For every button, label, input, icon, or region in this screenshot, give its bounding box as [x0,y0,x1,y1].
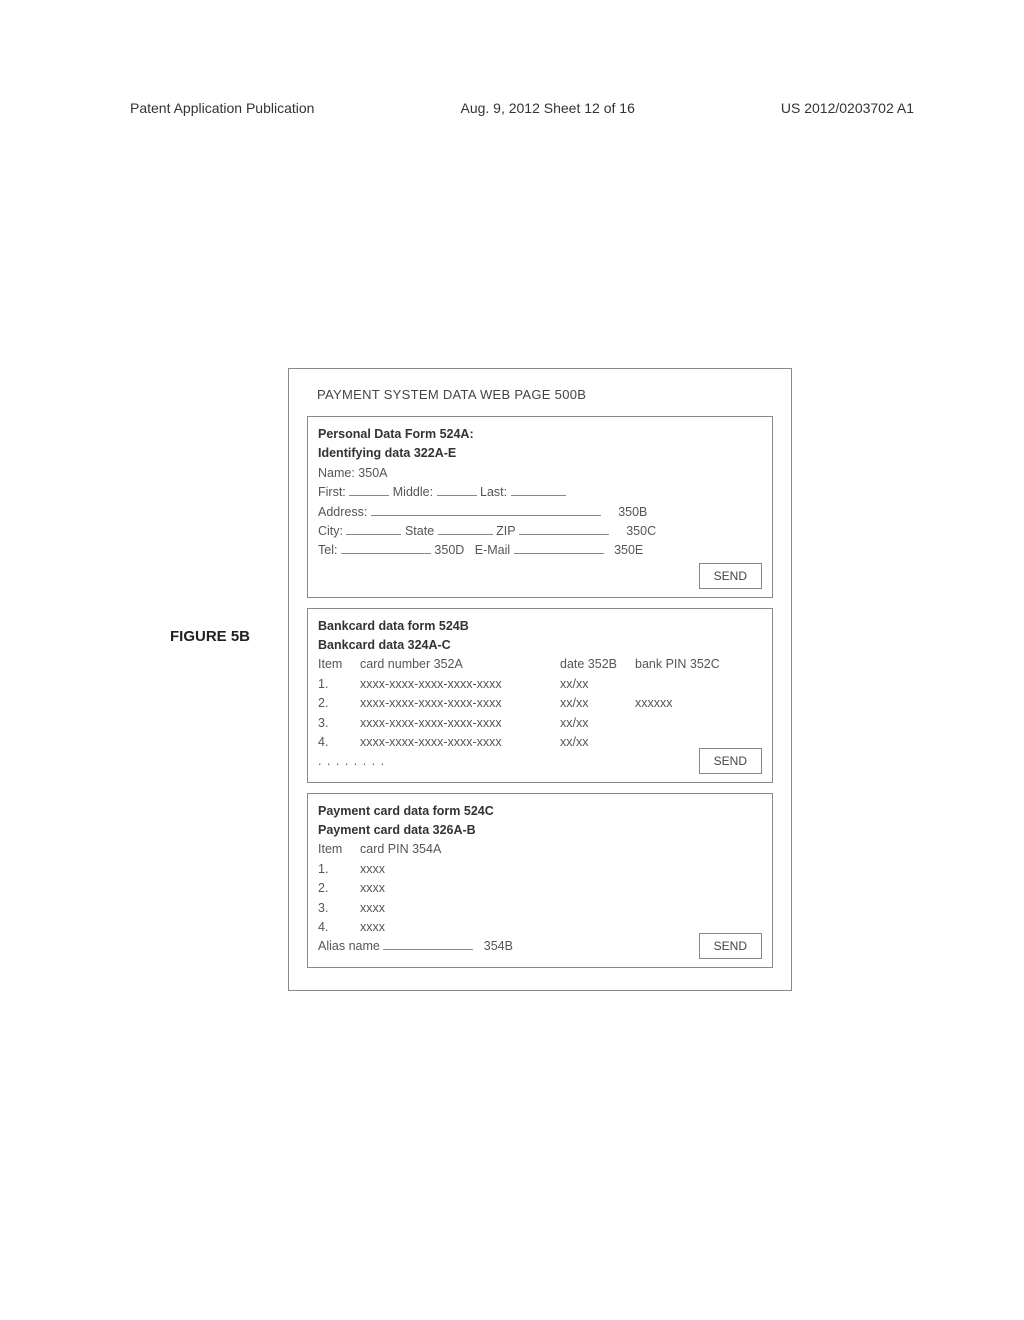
send-button-a[interactable]: SEND [699,563,762,589]
zip-input[interactable] [519,534,609,535]
row-card: xxxx-xxxx-xxxx-xxxx-xxxx [360,694,560,713]
row-date: xx/xx [560,714,635,733]
hdr-pin-c: card PIN 354A [360,842,441,856]
row-n: 4. [318,918,360,937]
first-input[interactable] [349,495,389,496]
alias-ref: 354B [484,939,513,953]
tel-email-row: Tel: 350D E-Mail 350E [318,541,762,560]
middle-label: Middle: [393,485,433,499]
email-label: E-Mail [475,543,510,557]
header-center: Aug. 9, 2012 Sheet 12 of 16 [460,100,634,116]
row-n: 1. [318,675,360,694]
hdr-item-c: Item [318,840,360,859]
middle-input[interactable] [437,495,477,496]
paycard-row: 1.xxxx [318,860,762,879]
city-state-zip-row: City: State ZIP 350C [318,522,762,541]
row-n: 3. [318,714,360,733]
bankcard-row: 2.xxxx-xxxx-xxxx-xxxx-xxxxxx/xxxxxxxx [318,694,762,713]
first-label: First: [318,485,346,499]
form-a-subtitle: Identifying data 322A-E [318,444,762,463]
form-c-title: Payment card data form 524C [318,802,762,821]
row-pin: xxxx [360,899,432,918]
row-pin: xxxx [360,918,432,937]
row-n: 4. [318,733,360,752]
last-input[interactable] [511,495,566,496]
form-c-header-row: Itemcard PIN 354A [318,840,762,859]
row-pin: xxxx [360,879,432,898]
bankcard-row: 3.xxxx-xxxx-xxxx-xxxx-xxxxxx/xx [318,714,762,733]
address-input[interactable] [371,515,601,516]
paycard-row: 3.xxxx [318,899,762,918]
row-pin: xxxx [360,860,432,879]
send-button-c[interactable]: SEND [699,933,762,959]
row-date: xx/xx [560,675,635,694]
bankcard-row: 1.xxxx-xxxx-xxxx-xxxx-xxxxxx/xx [318,675,762,694]
hdr-cardnum: card number 352A [360,655,560,674]
webpage-box: PAYMENT SYSTEM DATA WEB PAGE 500B Person… [288,368,792,991]
name-line: Name: 350A [318,464,762,483]
hdr-date: date 352B [560,655,635,674]
paycard-row: 4.xxxx [318,918,762,937]
form-c-subtitle: Payment card data 326A-B [318,821,762,840]
hdr-pin: bank PIN 352C [635,655,720,674]
row-n: 2. [318,879,360,898]
csz-ref: 350C [626,524,656,538]
row-card: xxxx-xxxx-xxxx-xxxx-xxxx [360,675,560,694]
personal-data-form: Personal Data Form 524A: Identifying dat… [307,416,773,598]
row-card: xxxx-xxxx-xxxx-xxxx-xxxx [360,714,560,733]
form-b-header-row: Itemcard number 352Adate 352Bbank PIN 35… [318,655,762,674]
name-fields-row: First: Middle: Last: [318,483,762,502]
header-left: Patent Application Publication [130,100,314,116]
send-button-b[interactable]: SEND [699,748,762,774]
page-title: PAYMENT SYSTEM DATA WEB PAGE 500B [317,387,781,402]
form-b-title: Bankcard data form 524B [318,617,762,636]
bankcard-row: 4.xxxx-xxxx-xxxx-xxxx-xxxxxx/xx [318,733,762,752]
form-a-title: Personal Data Form 524A: [318,425,762,444]
address-row: Address: 350B [318,503,762,522]
patent-page: Patent Application Publication Aug. 9, 2… [0,0,1024,1320]
page-header: Patent Application Publication Aug. 9, 2… [0,100,1024,116]
hdr-item: Item [318,655,360,674]
row-n: 2. [318,694,360,713]
row-date: xx/xx [560,733,635,752]
figure-label: FIGURE 5B [170,628,250,645]
row-n: 1. [318,860,360,879]
tel-label: Tel: [318,543,337,557]
continuation-dots: . . . . . . . . [318,752,762,771]
alias-label: Alias name [318,939,380,953]
row-card: xxxx-xxxx-xxxx-xxxx-xxxx [360,733,560,752]
header-right: US 2012/0203702 A1 [781,100,914,116]
city-input[interactable] [346,534,401,535]
city-label: City: [318,524,343,538]
bankcard-data-form: Bankcard data form 524B Bankcard data 32… [307,608,773,783]
row-pin: xxxxxx [635,696,673,710]
email-input[interactable] [514,553,604,554]
paycard-row: 2.xxxx [318,879,762,898]
address-ref: 350B [618,505,647,519]
tel-input[interactable] [341,553,431,554]
state-input[interactable] [438,534,493,535]
state-label: State [405,524,434,538]
tel-ref: 350D [434,543,464,557]
row-date: xx/xx [560,694,635,713]
email-ref: 350E [614,543,643,557]
alias-input[interactable] [383,949,473,950]
address-label: Address: [318,505,367,519]
row-n: 3. [318,899,360,918]
alias-row: Alias name 354B [318,937,762,956]
payment-card-data-form: Payment card data form 524C Payment card… [307,793,773,968]
form-b-subtitle: Bankcard data 324A-C [318,636,762,655]
zip-label: ZIP [496,524,515,538]
last-label: Last: [480,485,507,499]
